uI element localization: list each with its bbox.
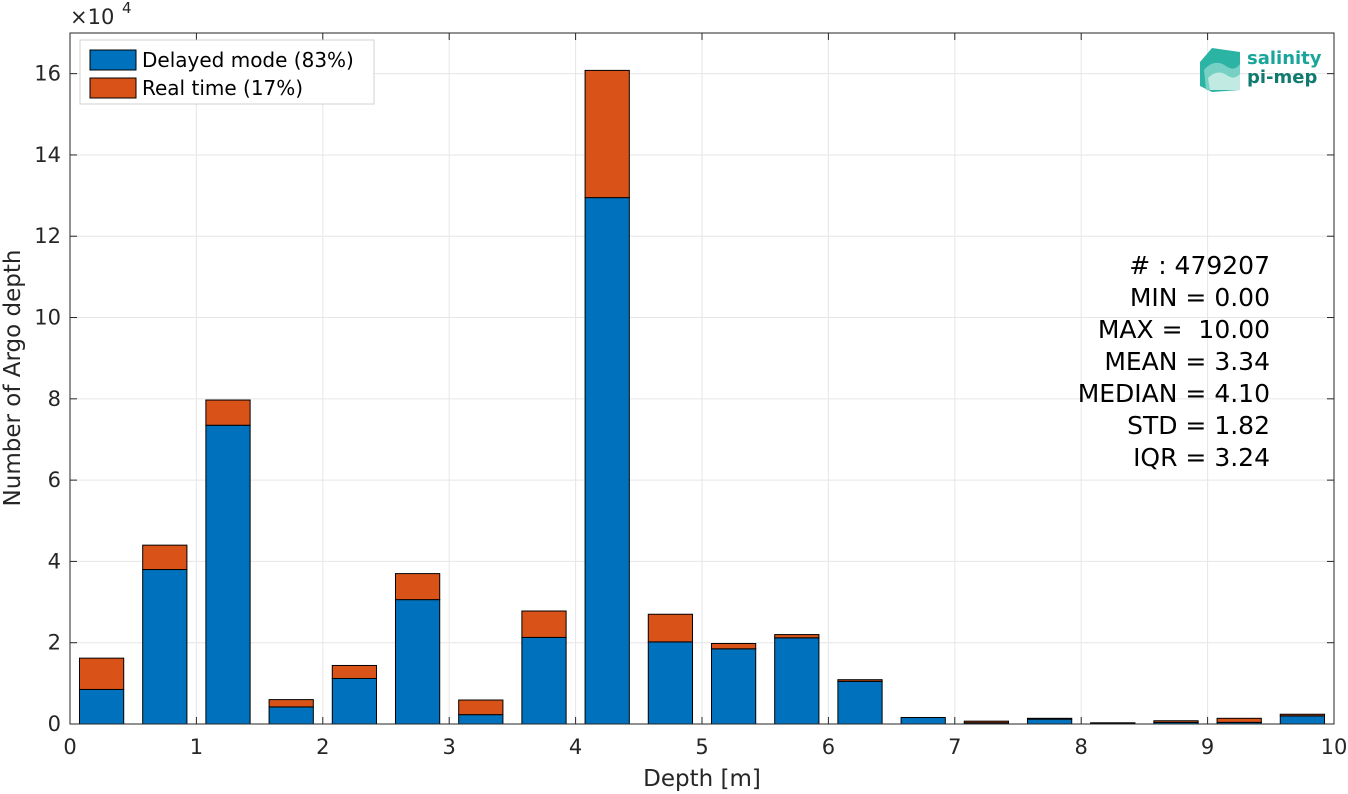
y-tick-label: 16 — [34, 62, 61, 86]
x-tick-label: 5 — [695, 735, 708, 759]
bar-delayed-mode — [458, 714, 504, 725]
bar-real-time — [394, 573, 441, 601]
bar-delayed-mode — [78, 688, 125, 725]
y-tick-label: 12 — [34, 224, 61, 248]
x-tick-label: 8 — [1075, 735, 1088, 759]
bar-delayed-mode — [205, 424, 251, 725]
x-tick-label: 6 — [822, 735, 835, 759]
stats-std: STD = 1.82 — [1127, 411, 1270, 440]
x-tick-label: 2 — [316, 735, 329, 759]
bar-real-time — [1153, 720, 1199, 723]
x-tick-label: 0 — [63, 735, 76, 759]
legend-label-delayed: Delayed mode (83%) — [142, 48, 354, 72]
bar-real-time — [1090, 722, 1136, 725]
legend-swatch-realtime — [89, 77, 137, 99]
bar-real-time — [331, 664, 378, 679]
y-exponent-label: ×10 4 — [70, 0, 132, 29]
bar-real-time — [584, 69, 630, 199]
bar-real-time — [837, 679, 883, 682]
bar-delayed-mode — [647, 641, 694, 725]
bar-real-time — [458, 699, 504, 716]
bar-real-time — [205, 399, 251, 426]
y-tick-label: 14 — [34, 143, 61, 167]
bar-real-time — [647, 613, 694, 643]
bar-delayed-mode — [268, 706, 314, 725]
bar-real-time — [1216, 717, 1262, 723]
logo-text-salinity: salinity — [1247, 48, 1322, 69]
bar-delayed-mode — [142, 569, 188, 725]
y-tick-label: 10 — [34, 306, 61, 330]
logo-wave-icon — [1200, 48, 1240, 92]
bars-group — [78, 69, 1326, 725]
y-tick-label: 0 — [48, 712, 61, 736]
bar-real-time — [710, 643, 757, 650]
bar-real-time — [1026, 717, 1073, 720]
bar-delayed-mode — [900, 716, 946, 725]
legend-swatch-delayed — [89, 49, 137, 71]
stats-median: MEDIAN = 4.10 — [1078, 379, 1270, 408]
stats-mean: MEAN = 3.34 — [1104, 347, 1270, 376]
legend-label-realtime: Real time (17%) — [142, 76, 303, 100]
bar-real-time — [142, 544, 188, 571]
bar-real-time — [774, 634, 820, 639]
stats-box: # : 479207 MIN = 0.00 MAX = 10.00 MEAN =… — [1078, 251, 1270, 472]
y-axis-title: Number of Argo depth — [0, 250, 26, 507]
x-tick-label: 4 — [569, 735, 582, 759]
y-exponent-base: ×10 — [70, 5, 114, 29]
bar-real-time — [963, 720, 1010, 724]
bar-real-time — [1279, 713, 1326, 717]
stats-iqr: IQR = 3.24 — [1133, 443, 1270, 472]
y-tick-label: 8 — [48, 387, 61, 411]
axes — [69, 32, 1335, 725]
y-exponent-power: 4 — [122, 0, 132, 17]
salinity-pimep-logo: salinity pi-mep — [1200, 48, 1322, 92]
bar-delayed-mode — [774, 637, 820, 725]
bar-delayed-mode — [584, 197, 630, 725]
x-tick-label: 1 — [190, 735, 203, 759]
bar-delayed-mode — [331, 677, 378, 725]
y-tick-labels: 0 2 4 6 8 10 12 14 16 — [34, 62, 61, 736]
bar-delayed-mode — [837, 680, 883, 725]
x-tick-label: 7 — [948, 735, 961, 759]
x-tick-label: 10 — [1321, 735, 1348, 759]
bar-delayed-mode — [710, 648, 757, 725]
stats-min: MIN = 0.00 — [1130, 283, 1270, 312]
x-tick-label: 3 — [443, 735, 456, 759]
x-tick-labels: 0 1 2 3 4 5 6 7 8 9 10 — [63, 735, 1347, 759]
x-axis-title: Depth [m] — [643, 766, 761, 792]
stats-count: # : 479207 — [1129, 251, 1270, 280]
bar-real-time — [268, 699, 314, 708]
y-tick-label: 4 — [48, 549, 61, 573]
bar-delayed-mode — [394, 599, 441, 725]
bar-real-time — [521, 610, 567, 638]
bar-delayed-mode — [1026, 718, 1073, 725]
y-tick-label: 2 — [48, 631, 61, 655]
x-tick-label: 9 — [1201, 735, 1214, 759]
logo-text-pimep: pi-mep — [1247, 67, 1317, 88]
bar-real-time — [78, 657, 125, 690]
bar-delayed-mode — [1279, 715, 1326, 725]
bar-delayed-mode — [521, 636, 567, 725]
y-tick-label: 6 — [48, 468, 61, 492]
stats-max: MAX = 10.00 — [1098, 315, 1270, 344]
legend: Delayed mode (83%) Real time (17%) — [79, 39, 375, 105]
